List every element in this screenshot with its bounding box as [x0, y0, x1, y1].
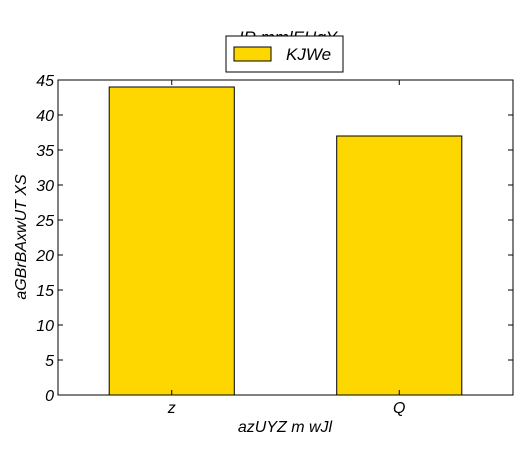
y-tick-label: 15 — [36, 283, 54, 300]
y-tick-label: 35 — [36, 143, 54, 160]
y-tick-label: 25 — [35, 213, 54, 230]
y-tick-label: 30 — [36, 178, 54, 195]
legend-swatch — [233, 46, 272, 62]
bar-Q — [336, 135, 463, 396]
axes-frame — [57, 79, 514, 396]
x-axis-label: azUYZ m wJl — [238, 419, 333, 436]
y-tick-label: 40 — [36, 108, 54, 125]
y-tick-label: 10 — [36, 318, 54, 335]
legend-label: KJWe — [286, 45, 331, 64]
legend: KJWe — [225, 35, 344, 73]
plot-area: 0 5 10 15 20 25 30 35 40 45 z Q — [35, 73, 514, 417]
bar-z — [108, 86, 235, 396]
x-tick-label: Q — [393, 400, 405, 417]
y-tick-label: 5 — [45, 353, 54, 370]
y-axis-label: aGBrBAxwUT XS — [13, 174, 30, 300]
y-tick-label: 0 — [45, 388, 54, 405]
x-tick-label: z — [167, 400, 176, 417]
y-tick-label: 45 — [36, 73, 54, 90]
y-tick-label: 20 — [35, 248, 54, 265]
